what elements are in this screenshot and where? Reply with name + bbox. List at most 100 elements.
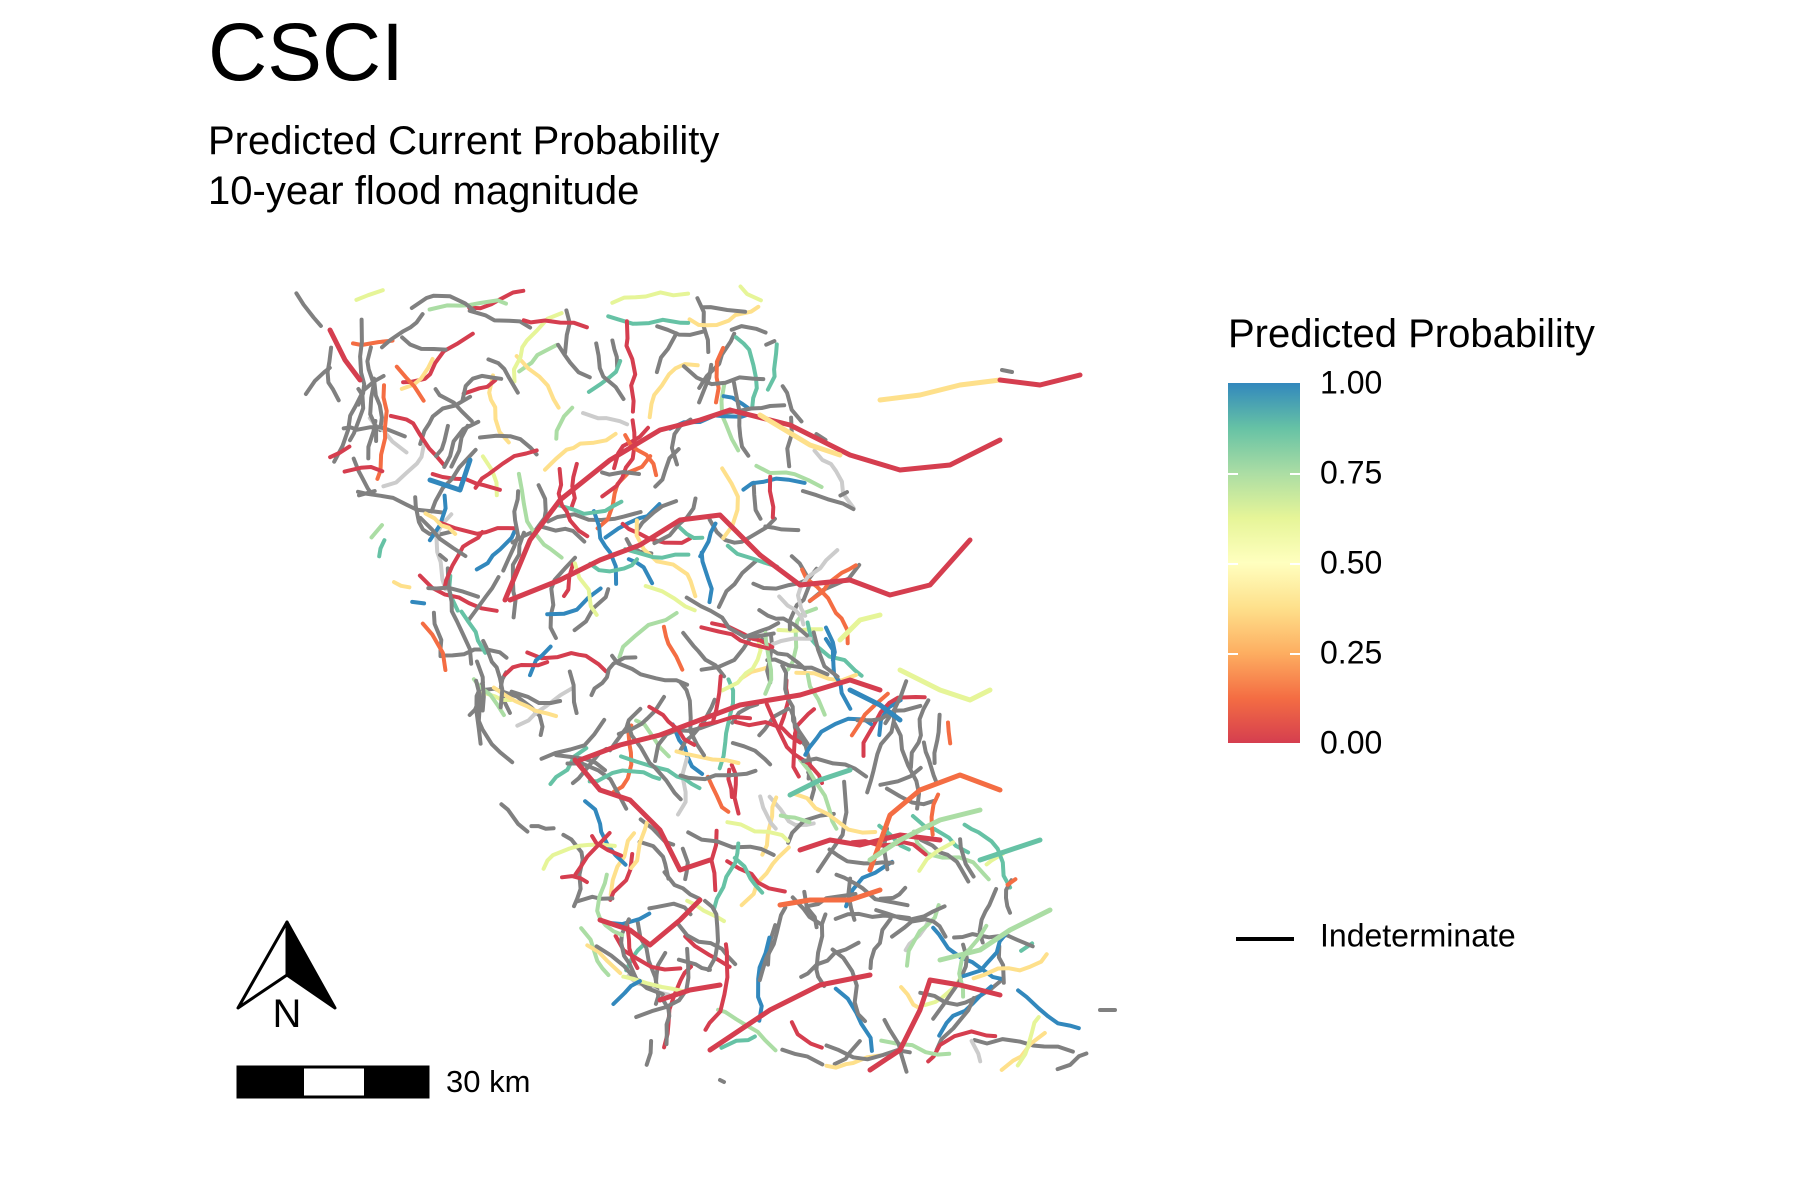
stream-segment xyxy=(608,852,635,902)
indeterminate-stream-segment xyxy=(478,433,539,457)
stream-segment xyxy=(879,1038,952,1057)
indeterminate-stream-segment xyxy=(556,342,592,380)
stream-segment xyxy=(1005,877,1018,887)
stream-segment xyxy=(624,319,638,414)
stream-segment xyxy=(606,314,691,326)
indeterminate-stream-segment xyxy=(921,740,939,784)
stream-segment xyxy=(937,907,1053,963)
stream-segment xyxy=(623,433,659,478)
stream-segment xyxy=(800,567,850,646)
stream-segment xyxy=(910,814,971,855)
stream-segment xyxy=(588,557,639,574)
stream-segment xyxy=(683,934,732,969)
stream-segment xyxy=(999,1031,1047,1072)
stream-segment xyxy=(725,859,787,894)
colorbar-tick-mark xyxy=(1290,563,1300,565)
stream-segment xyxy=(657,982,723,1003)
stream-segment xyxy=(757,412,843,458)
indeterminate-stream-segment xyxy=(637,839,671,881)
stream-segment xyxy=(705,774,731,814)
indeterminate-stream-segment xyxy=(433,387,474,424)
stream-segment xyxy=(877,377,1003,403)
stream-segment xyxy=(562,562,575,598)
indeterminate-stream-segment xyxy=(409,293,476,313)
stream-segment xyxy=(401,331,475,385)
indeterminate-stream-segment xyxy=(932,712,942,765)
indeterminate-stream-segment xyxy=(931,942,969,1021)
stream-segment xyxy=(643,584,697,613)
stream-segment xyxy=(732,855,765,895)
stream-segment xyxy=(351,338,395,347)
stream-segment xyxy=(824,625,837,662)
indeterminate-stream-segment xyxy=(1055,1051,1089,1072)
stream-segment xyxy=(962,822,1013,890)
indeterminate-stream-segment xyxy=(703,898,720,972)
stream-segment xyxy=(619,754,702,791)
stream-segment xyxy=(977,837,1043,863)
indeterminate-stream-segment xyxy=(486,357,520,395)
stream-segment xyxy=(555,499,624,516)
indeterminate-stream-segment xyxy=(418,516,468,558)
indeterminate-stream-segment xyxy=(730,741,773,767)
stream-segment xyxy=(626,557,655,586)
stream-segment xyxy=(487,373,511,445)
indeterminate-stream-segment xyxy=(834,872,910,908)
indeterminate-stream-segment xyxy=(855,703,923,723)
indeterminate-stream-segment xyxy=(908,698,931,770)
stream-segment xyxy=(997,372,1083,388)
indeterminate-stream-segment xyxy=(780,384,804,424)
indeterminate-stream-segment xyxy=(868,916,893,971)
stream-segment xyxy=(503,660,550,677)
stream-segment xyxy=(685,898,726,924)
stream-segment xyxy=(867,977,1003,1073)
scale-bar xyxy=(236,1065,430,1099)
stream-segment xyxy=(491,685,558,719)
stream-segment xyxy=(674,749,741,765)
stream-segment xyxy=(587,768,662,784)
stream-segment xyxy=(847,687,903,723)
colorbar-tick-mark xyxy=(1228,563,1238,565)
stream-segment xyxy=(729,763,741,816)
stream-segments xyxy=(294,284,1117,1084)
stream-segment xyxy=(929,792,941,837)
indeterminate-stream-segment xyxy=(814,432,828,442)
indeterminate-stream-segment xyxy=(467,575,501,622)
indeterminate-stream-segment xyxy=(625,721,683,802)
stream-segment xyxy=(516,471,564,560)
stream-segment xyxy=(420,621,448,672)
indeterminate-stream-segment xyxy=(731,380,751,458)
indeterminate-stream-segment xyxy=(884,786,936,807)
indeterminate-stream-segment xyxy=(594,341,626,401)
indeterminate-stream-segment xyxy=(644,1039,654,1067)
indeterminate-stream-segment xyxy=(681,630,727,679)
stream-segment xyxy=(778,813,812,825)
stream-segment xyxy=(707,972,873,1053)
stream-segment xyxy=(714,346,726,405)
stream-segment xyxy=(459,609,488,655)
stream-segment xyxy=(733,335,759,409)
stream-segment xyxy=(926,1029,998,1064)
stream-segment xyxy=(676,756,689,817)
legend-tick-0-75: 0.75 xyxy=(1320,454,1383,491)
indeterminate-stream-segment xyxy=(742,621,781,640)
indeterminate-stream-segment xyxy=(356,489,445,515)
indeterminate-stream-segment xyxy=(697,331,737,390)
stream-segment xyxy=(877,698,903,737)
stream-segment xyxy=(720,636,763,693)
stream-segment xyxy=(797,832,943,853)
map-subtitle-line-2: 10-year flood magnitude xyxy=(208,169,640,213)
indeterminate-stream-segment xyxy=(563,308,572,355)
stream-segment xyxy=(770,636,813,647)
stream-segment xyxy=(375,383,389,481)
indeterminate-stream-segment xyxy=(610,338,620,370)
indeterminate-stream-segment xyxy=(475,659,486,713)
indeterminate-stream-segment xyxy=(365,345,379,443)
stream-segment xyxy=(473,448,539,490)
stream-segment xyxy=(577,677,883,763)
stream-segment xyxy=(394,364,426,403)
indeterminate-stream-segment xyxy=(655,324,707,337)
indeterminate-stream-segment xyxy=(1004,878,1014,915)
indeterminate-stream-segment xyxy=(536,523,587,544)
stream-segment xyxy=(1016,988,1081,1031)
map-subtitle-line-1: Predicted Current Probability xyxy=(208,119,720,163)
